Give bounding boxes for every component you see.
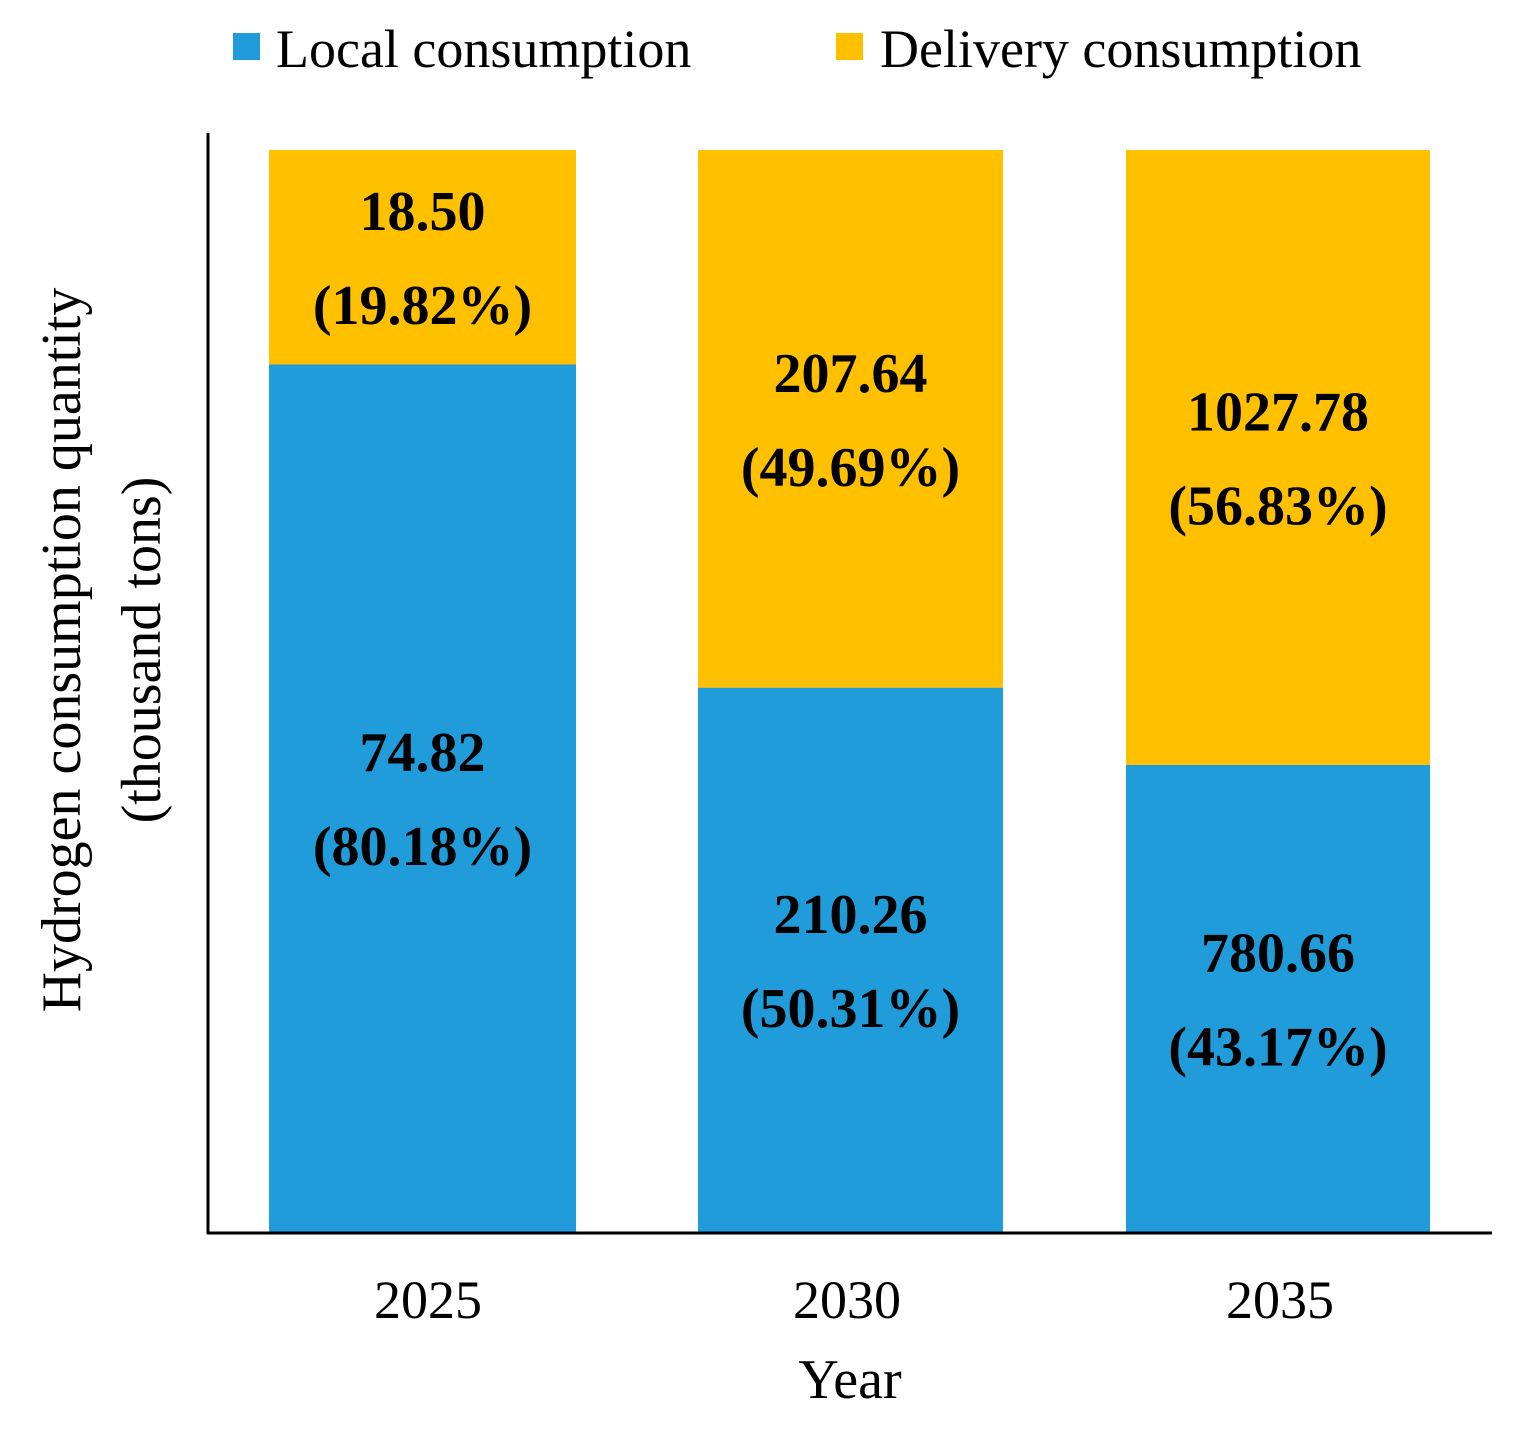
x-axis-title: Year [798, 1349, 902, 1411]
x-tick-label: 2035 [1226, 1270, 1334, 1330]
data-label-value: 780.66 [1201, 922, 1355, 984]
data-label-value: 74.82 [360, 722, 486, 784]
bar-local-2025 [269, 364, 576, 1232]
legend-label-delivery: Delivery consumption [880, 19, 1361, 79]
legend-swatch-delivery [836, 33, 863, 60]
data-label-percent: (43.17%) [1168, 1016, 1387, 1078]
legend-item-delivery: Delivery consumption [836, 19, 1361, 79]
data-label-percent: (50.31%) [741, 978, 960, 1040]
bar-delivery-2035 [1126, 150, 1430, 765]
legend-swatch-local [233, 33, 260, 60]
bar-local-2030 [698, 687, 1003, 1232]
data-label-value: 207.64 [774, 343, 928, 405]
data-label-percent: (19.82%) [313, 275, 532, 337]
bar-local-2035 [1126, 764, 1430, 1232]
data-labels-group: 74.82 (80.18%) 18.50 (19.82%) 210.26 (50.31%)… [313, 181, 1388, 1078]
legend-label-local: Local consumption [276, 19, 691, 79]
x-tick-label: 2025 [374, 1270, 482, 1330]
data-label-percent: (49.69%) [741, 437, 960, 499]
data-label-percent: (56.83%) [1168, 475, 1387, 537]
x-tick-label: 2030 [793, 1270, 901, 1330]
bar-delivery-2030 [698, 150, 1003, 688]
y-axis-title: Hydrogen consumption quantity (thousand … [31, 288, 173, 1013]
legend: Local consumption Delivery consumption [233, 19, 1361, 79]
y-axis-title-line2: (thousand tons) [111, 477, 173, 824]
data-label-value: 210.26 [774, 884, 928, 946]
data-label-percent: (80.18%) [313, 816, 532, 878]
y-axis-title-line1: Hydrogen consumption quantity [31, 288, 93, 1013]
x-tick-labels: 2025 2030 2035 [374, 1270, 1334, 1330]
bars-group [269, 150, 1430, 1232]
data-label-value: 1027.78 [1187, 381, 1369, 443]
data-label-value: 18.50 [360, 181, 486, 243]
legend-item-local: Local consumption [233, 19, 691, 79]
bar-delivery-2025 [269, 150, 576, 365]
